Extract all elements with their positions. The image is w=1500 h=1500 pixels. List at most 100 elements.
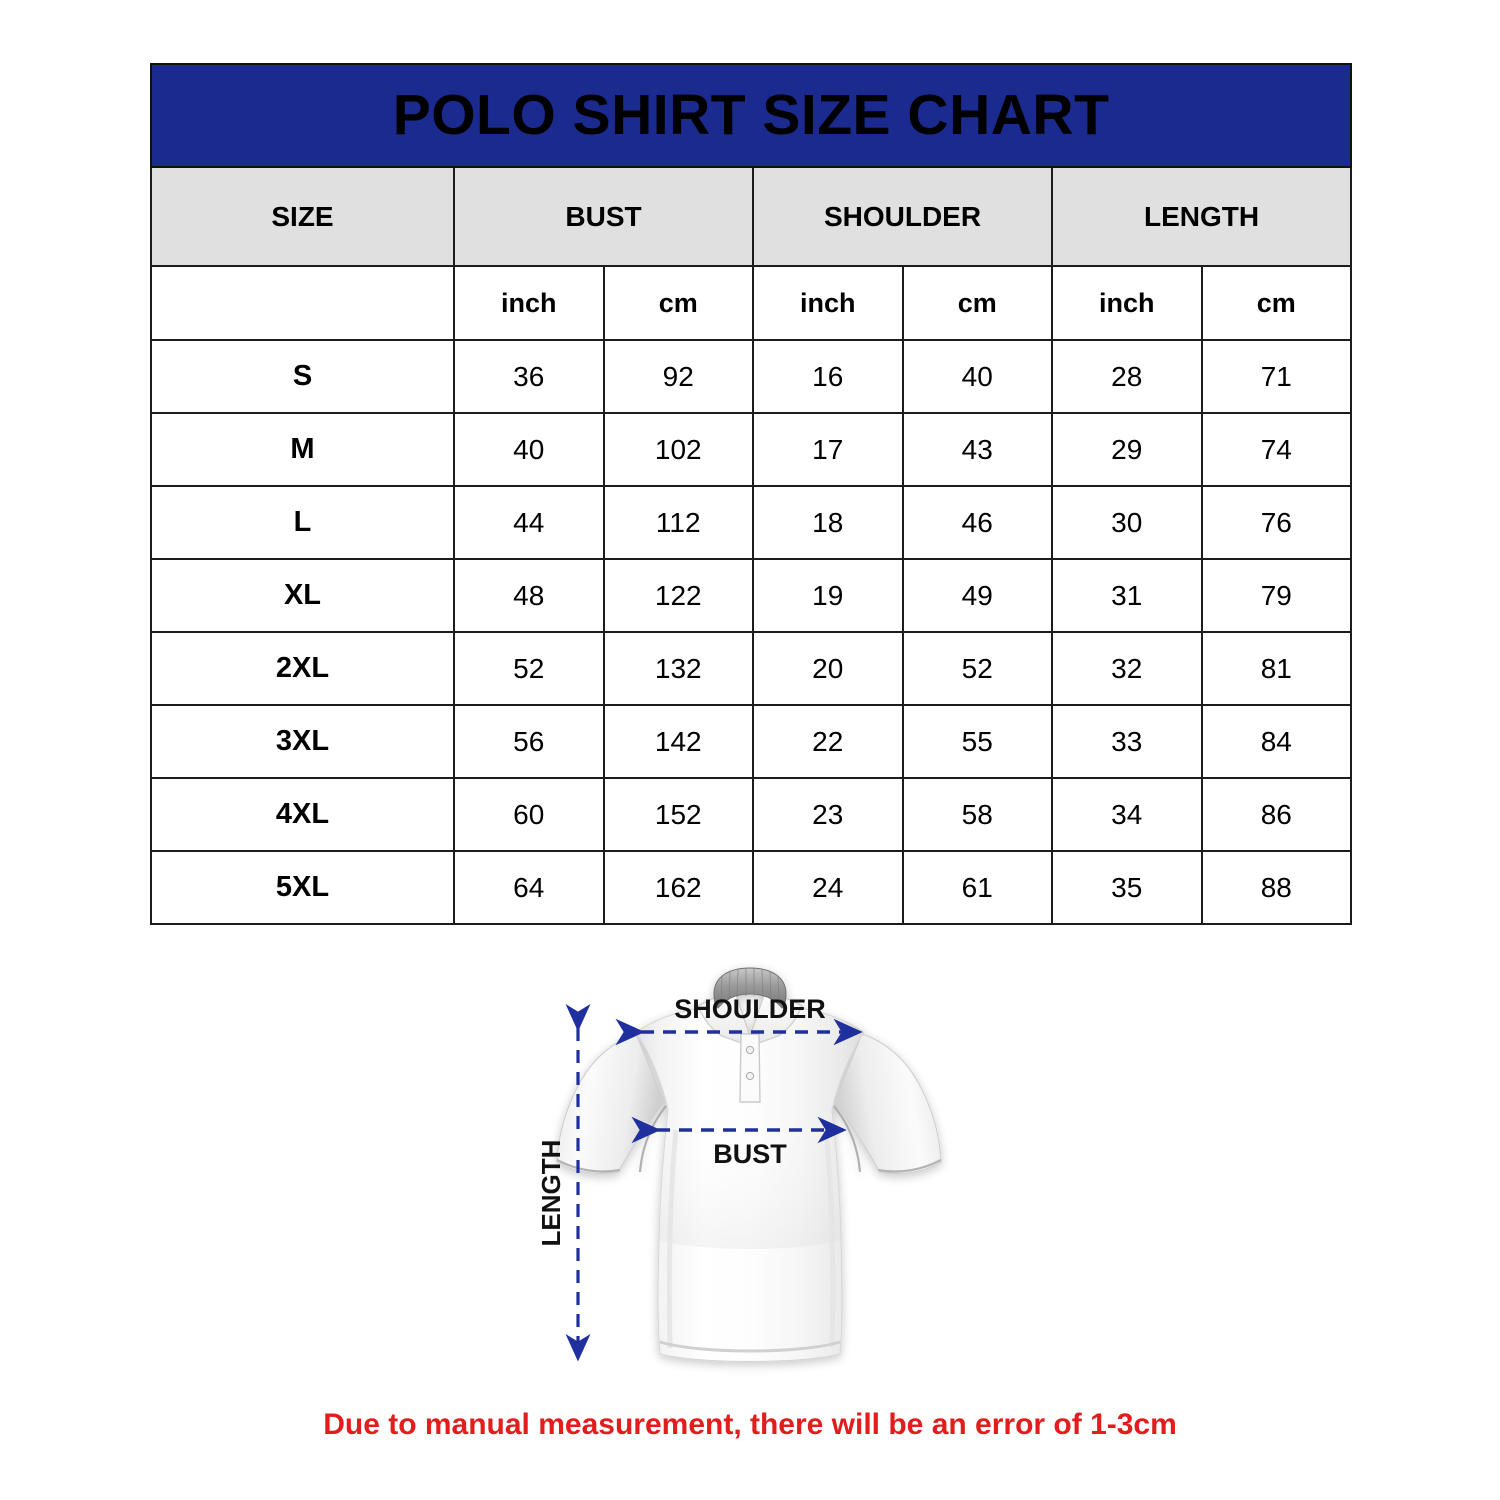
cell-length-cm: 79 bbox=[1200, 558, 1353, 633]
right-cuff-hem bbox=[877, 1158, 942, 1173]
cell-bust-inch: 48 bbox=[453, 558, 605, 633]
placket-button-bottom bbox=[745, 1071, 755, 1081]
cell-bust-cm: 142 bbox=[602, 704, 754, 779]
cell-length-inch: 34 bbox=[1051, 777, 1203, 852]
cell-bust-cm: 102 bbox=[602, 412, 754, 487]
cell-bust-inch: 36 bbox=[453, 339, 605, 414]
table-row: 2XL 52 132 20 52 32 81 bbox=[150, 631, 1353, 706]
cell-length-cm: 74 bbox=[1200, 412, 1353, 487]
cell-size: L bbox=[150, 485, 455, 560]
bottom-hem bbox=[659, 1340, 841, 1353]
unit-header-shoulder-cm: cm bbox=[901, 265, 1053, 341]
table-row: 5XL 64 162 24 61 35 88 bbox=[150, 850, 1353, 925]
table-group-header-row: SIZE BUST SHOULDER LENGTH bbox=[150, 166, 1353, 267]
cell-shoulder-cm: 46 bbox=[901, 485, 1053, 560]
unit-header-length-cm: cm bbox=[1200, 265, 1353, 341]
body-fold-left bbox=[666, 1129, 679, 1349]
measurement-diagram: SHOULDER BUST LENGTH bbox=[0, 950, 1500, 1410]
cell-length-cm: 86 bbox=[1200, 777, 1353, 852]
torso-shading bbox=[659, 1102, 841, 1249]
cell-length-inch: 32 bbox=[1051, 631, 1203, 706]
cell-bust-inch: 60 bbox=[453, 777, 605, 852]
cell-length-cm: 84 bbox=[1200, 704, 1353, 779]
cell-shoulder-inch: 22 bbox=[752, 704, 904, 779]
measurement-disclaimer: Due to manual measurement, there will be… bbox=[323, 1408, 1177, 1441]
left-sleeve bbox=[556, 1033, 665, 1175]
cell-shoulder-inch: 23 bbox=[752, 777, 904, 852]
placket-button-top bbox=[745, 1045, 755, 1055]
cell-shoulder-cm: 58 bbox=[901, 777, 1053, 852]
polo-shirt-illustration: SHOULDER BUST LENGTH bbox=[536, 967, 942, 1362]
cell-bust-cm: 122 bbox=[602, 558, 754, 633]
cell-length-inch: 30 bbox=[1051, 485, 1203, 560]
cell-shoulder-inch: 16 bbox=[752, 339, 904, 414]
cell-shoulder-cm: 52 bbox=[901, 631, 1053, 706]
table-row: 4XL 60 152 23 58 34 86 bbox=[150, 777, 1353, 852]
size-chart-table: POLO SHIRT SIZE CHART SIZE BUST SHOULDER… bbox=[149, 63, 1353, 925]
cell-shoulder-cm: 55 bbox=[901, 704, 1053, 779]
cell-bust-cm: 112 bbox=[602, 485, 754, 560]
cell-length-inch: 29 bbox=[1051, 412, 1203, 487]
cell-length-inch: 28 bbox=[1051, 339, 1203, 414]
cell-bust-inch: 56 bbox=[453, 704, 605, 779]
table-title-row: POLO SHIRT SIZE CHART bbox=[149, 63, 1353, 168]
unit-header-bust-cm: cm bbox=[602, 265, 754, 341]
cell-length-inch: 31 bbox=[1051, 558, 1203, 633]
table-row: L 44 112 18 46 30 76 bbox=[150, 485, 1353, 560]
cell-shoulder-inch: 18 bbox=[752, 485, 904, 560]
button-placket bbox=[739, 1033, 761, 1103]
body-fold-right bbox=[823, 1129, 836, 1349]
armhole-seam-right bbox=[833, 1105, 862, 1173]
bust-label: BUST bbox=[713, 1139, 787, 1169]
length-label: LENGTH bbox=[536, 1140, 566, 1247]
cell-shoulder-cm: 49 bbox=[901, 558, 1053, 633]
collar-rib-lines bbox=[720, 969, 780, 1005]
cell-bust-inch: 44 bbox=[453, 485, 605, 560]
cell-size: M bbox=[150, 412, 455, 487]
column-header-shoulder: SHOULDER bbox=[752, 166, 1053, 267]
cell-size: 4XL bbox=[150, 777, 455, 852]
cell-shoulder-inch: 19 bbox=[752, 558, 904, 633]
unit-header-blank bbox=[150, 265, 455, 341]
cell-length-inch: 35 bbox=[1051, 850, 1203, 925]
shoulder-label: SHOULDER bbox=[674, 994, 826, 1024]
cell-size: 5XL bbox=[150, 850, 455, 925]
cell-size: XL bbox=[150, 558, 455, 633]
cell-shoulder-inch: 24 bbox=[752, 850, 904, 925]
unit-header-length-inch: inch bbox=[1051, 265, 1203, 341]
cell-length-cm: 71 bbox=[1200, 339, 1353, 414]
cell-length-inch: 33 bbox=[1051, 704, 1203, 779]
cell-length-cm: 76 bbox=[1200, 485, 1353, 560]
cell-shoulder-cm: 40 bbox=[901, 339, 1053, 414]
page-title: POLO SHIRT SIZE CHART bbox=[149, 63, 1353, 168]
size-chart-table-container: POLO SHIRT SIZE CHART SIZE BUST SHOULDER… bbox=[149, 63, 1353, 925]
table-row: 3XL 56 142 22 55 33 84 bbox=[150, 704, 1353, 779]
cell-length-cm: 81 bbox=[1200, 631, 1353, 706]
cell-bust-inch: 52 bbox=[453, 631, 605, 706]
table-row: M 40 102 17 43 29 74 bbox=[150, 412, 1353, 487]
table-row: S 36 92 16 40 28 71 bbox=[150, 339, 1353, 414]
table-unit-header-row: inch cm inch cm inch cm bbox=[150, 265, 1353, 341]
collar-rib-band bbox=[713, 967, 787, 1009]
cell-bust-inch: 64 bbox=[453, 850, 605, 925]
cell-bust-cm: 132 bbox=[602, 631, 754, 706]
column-header-length: LENGTH bbox=[1050, 166, 1353, 267]
cell-shoulder-inch: 20 bbox=[752, 631, 904, 706]
column-header-size: SIZE bbox=[150, 166, 455, 267]
right-sleeve bbox=[833, 1033, 942, 1175]
cell-size: 2XL bbox=[150, 631, 455, 706]
cell-shoulder-cm: 43 bbox=[901, 412, 1053, 487]
cell-size: S bbox=[150, 339, 455, 414]
unit-header-bust-inch: inch bbox=[453, 265, 605, 341]
cell-shoulder-inch: 17 bbox=[752, 412, 904, 487]
cell-length-cm: 88 bbox=[1200, 850, 1353, 925]
cell-shoulder-cm: 61 bbox=[901, 850, 1053, 925]
cell-bust-inch: 40 bbox=[453, 412, 605, 487]
cell-size: 3XL bbox=[150, 704, 455, 779]
cell-bust-cm: 92 bbox=[602, 339, 754, 414]
unit-header-shoulder-inch: inch bbox=[752, 265, 904, 341]
column-header-bust: BUST bbox=[453, 166, 754, 267]
cell-bust-cm: 162 bbox=[602, 850, 754, 925]
cell-bust-cm: 152 bbox=[602, 777, 754, 852]
table-row: XL 48 122 19 49 31 79 bbox=[150, 558, 1353, 633]
